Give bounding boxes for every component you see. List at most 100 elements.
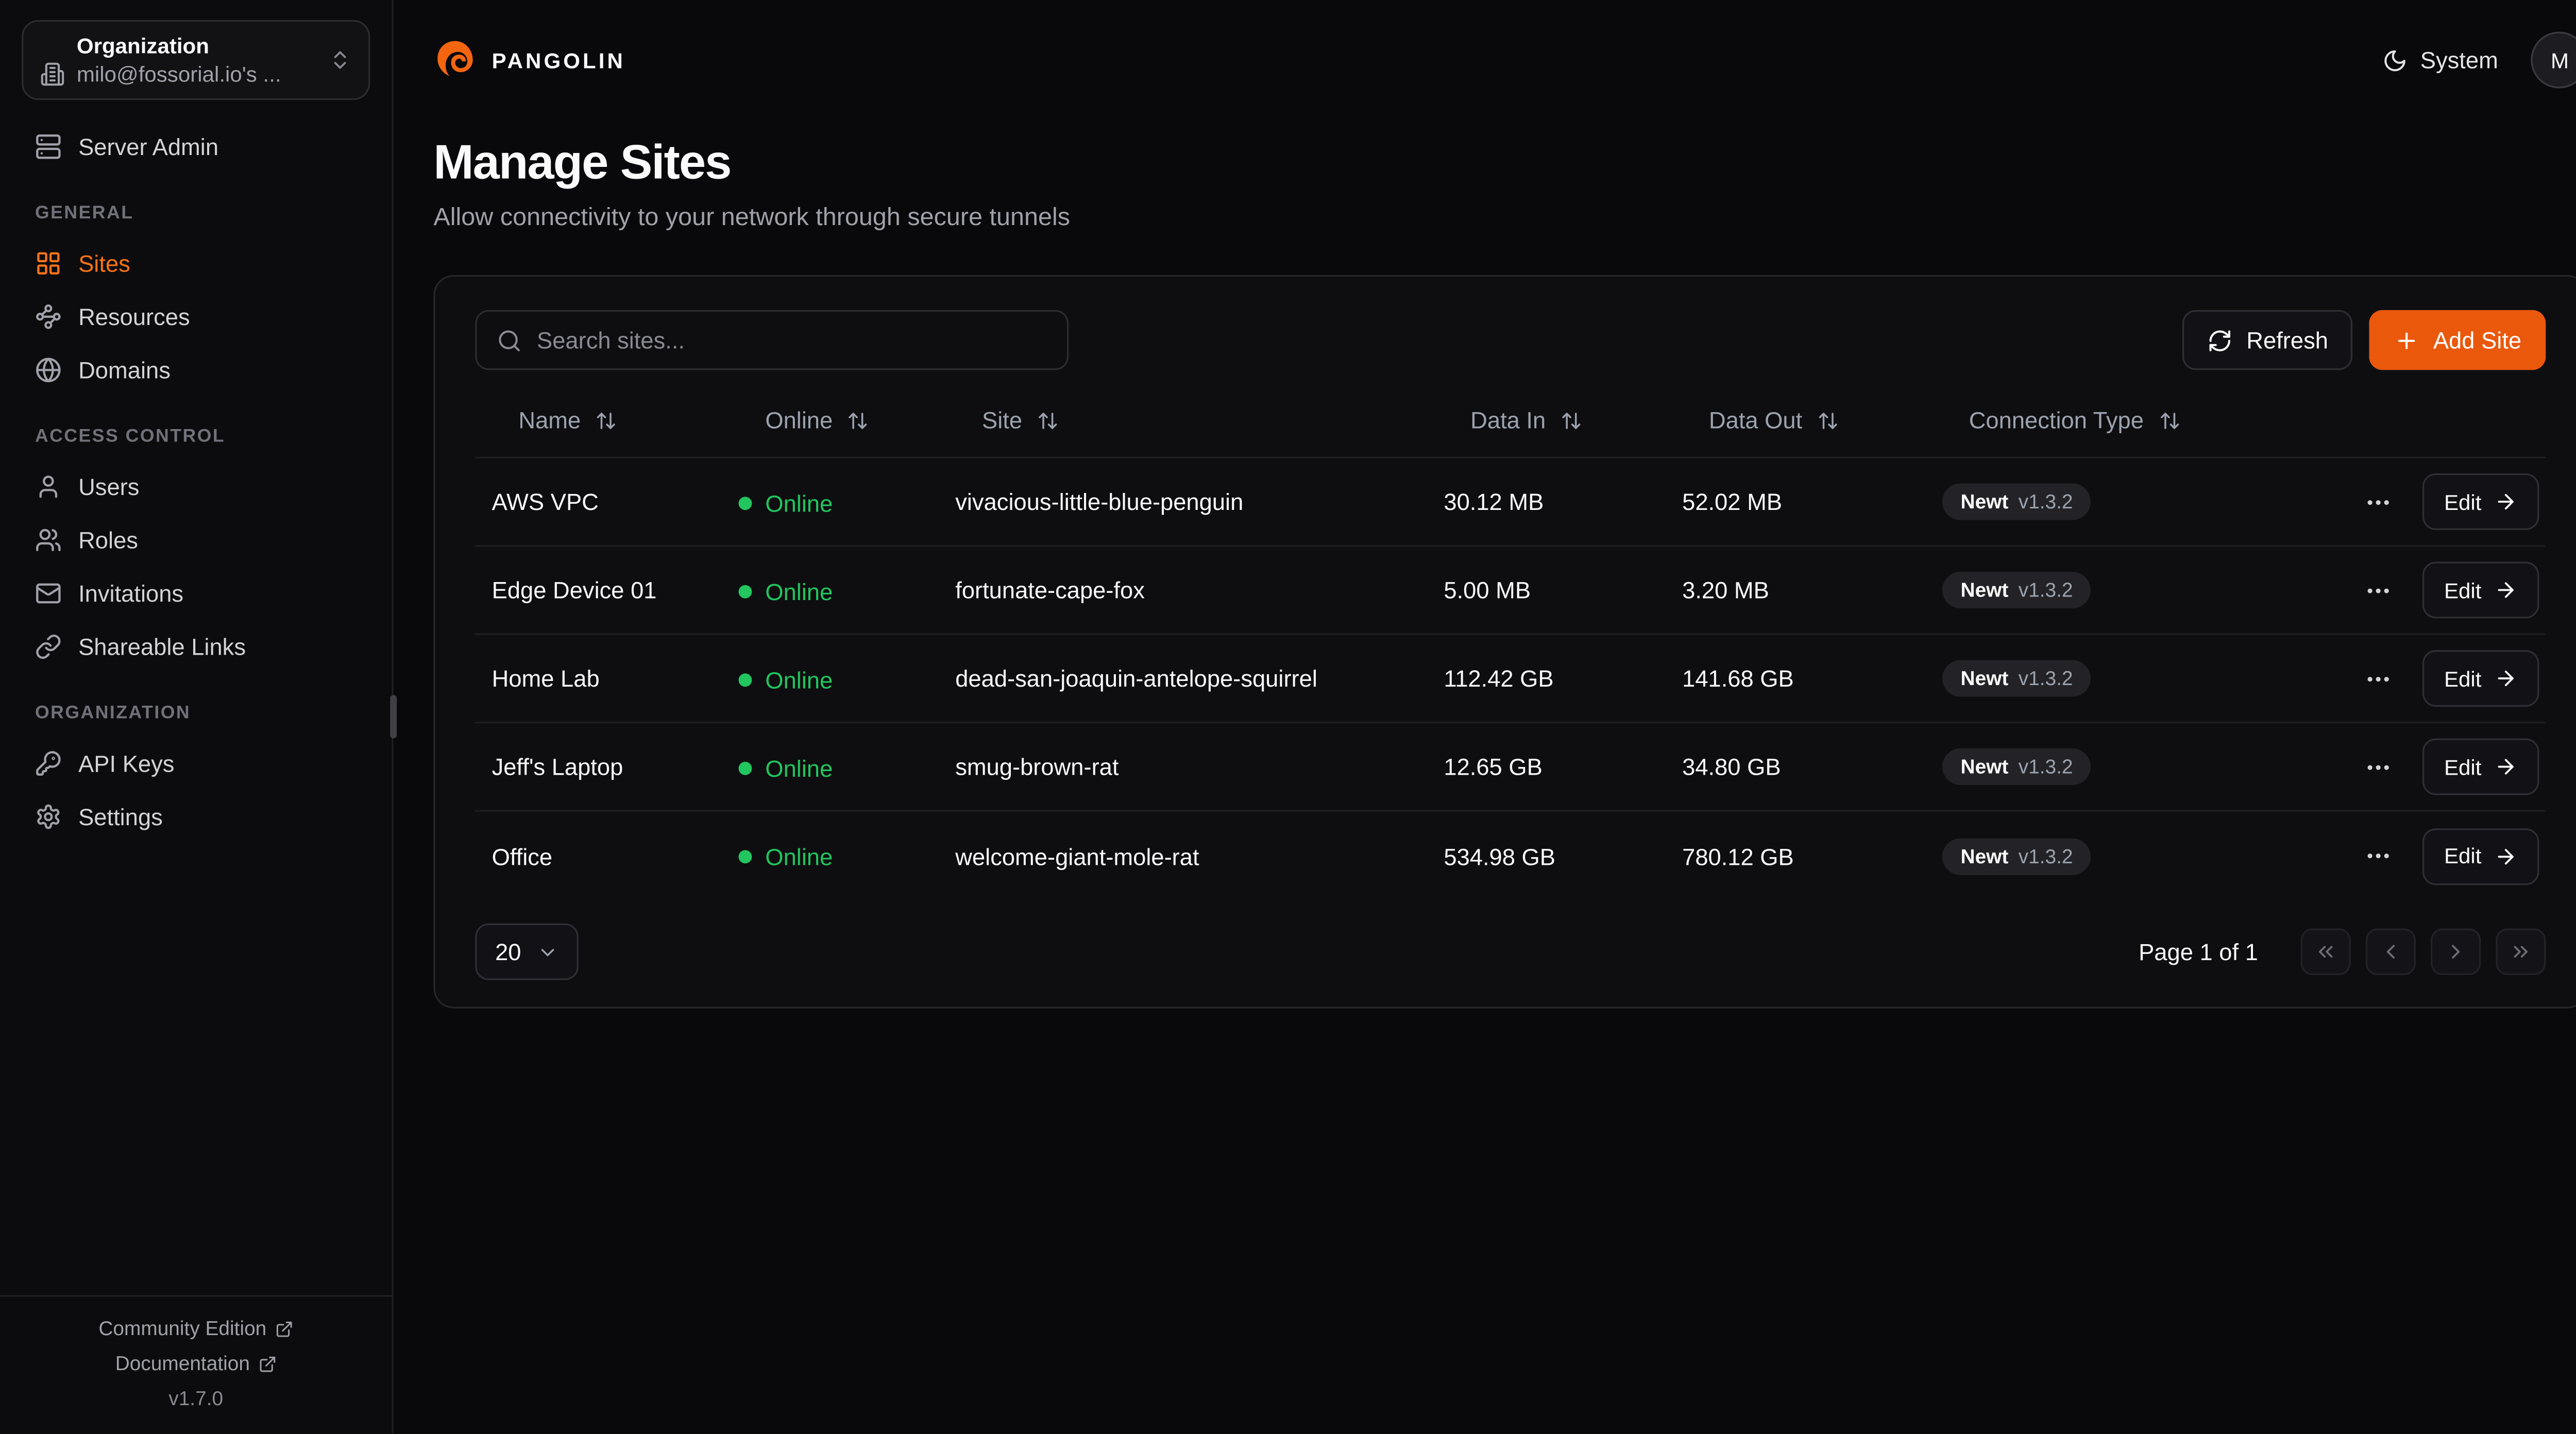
sidebar-item-shareable-links[interactable]: Shareable Links: [22, 620, 370, 674]
sidebar-item-label: Sites: [78, 250, 130, 277]
moon-icon: [2382, 47, 2407, 73]
table-body: AWS VPC Online vivacious-little-blue-pen…: [475, 458, 2547, 900]
row-menu-button[interactable]: [2361, 749, 2396, 784]
search-box: [475, 310, 1069, 370]
arrow-right-icon: [2498, 759, 2515, 775]
column-header-data-out[interactable]: Data Out: [1666, 400, 1926, 457]
search-input[interactable]: [536, 327, 1047, 354]
sidebar-item-invitations[interactable]: Invitations: [22, 567, 370, 620]
table-footer: 20 Page 1 of 1: [475, 923, 2547, 980]
arrow-right-icon: [2498, 848, 2515, 864]
connection-type-badge: Newt v1.3.2: [1942, 483, 2092, 520]
last-page-button[interactable]: [2496, 928, 2547, 976]
sort-icon: [1819, 412, 1837, 429]
column-header-connection-type[interactable]: Connection Type: [1926, 400, 2344, 457]
row-menu-button[interactable]: [2361, 484, 2396, 519]
page-size-select[interactable]: 20: [475, 923, 578, 980]
brand-name: PANGOLIN: [492, 47, 625, 73]
avatar-initial: M: [2551, 47, 2569, 73]
table-row: Home Lab Online dead-san-joaquin-antelop…: [475, 635, 2547, 724]
chevron-right-icon: [2452, 945, 2461, 959]
avatar[interactable]: M: [2531, 31, 2576, 89]
documentation-link[interactable]: Documentation: [115, 1352, 277, 1375]
add-site-button[interactable]: Add Site: [2369, 310, 2547, 370]
first-page-button[interactable]: [2301, 928, 2352, 976]
sidebar-item-sites[interactable]: Sites: [22, 237, 370, 291]
page-info: Page 1 of 1: [2139, 938, 2258, 965]
data-in-cell: 30.12 MB: [1444, 488, 1544, 515]
refresh-button[interactable]: Refresh: [2183, 310, 2353, 370]
edit-button[interactable]: Edit: [2422, 561, 2540, 619]
sidebar-item-settings[interactable]: Settings: [22, 790, 370, 844]
sidebar-item-label: Roles: [78, 526, 138, 554]
pager: Page 1 of 1: [2139, 928, 2547, 976]
sites-card: Refresh Add Site Name: [433, 275, 2576, 1009]
row-menu-button[interactable]: [2361, 573, 2396, 608]
edit-button[interactable]: Edit: [2422, 473, 2540, 531]
connection-type-version: v1.3.2: [2018, 755, 2073, 779]
site-name-cell: Edge Device 01: [492, 576, 657, 604]
previous-page-button[interactable]: [2366, 928, 2417, 976]
waypoints-icon: [35, 303, 62, 330]
data-out-cell: 3.20 MB: [1682, 576, 1769, 604]
theme-toggle[interactable]: System: [2382, 46, 2498, 74]
ellipsis-icon: [2367, 853, 2389, 859]
connection-type-version: v1.3.2: [2018, 667, 2073, 690]
sort-icon: [597, 412, 616, 429]
sidebar-item-users[interactable]: Users: [22, 460, 370, 514]
sidebar-item-label: Settings: [78, 803, 163, 830]
data-in-cell: 534.98 GB: [1444, 842, 1555, 869]
sidebar-item-resources[interactable]: Resources: [22, 290, 370, 344]
row-menu-button[interactable]: [2361, 661, 2396, 696]
online-status: Online: [738, 666, 833, 693]
add-site-label: Add Site: [2433, 327, 2522, 354]
connection-type-badge: Newt v1.3.2: [1942, 571, 2092, 609]
sidebar-footer: Community Edition Documentation v1.7.0: [0, 1295, 392, 1433]
pangolin-logo-icon: [433, 38, 477, 81]
site-id-cell: fortunate-cape-fox: [955, 576, 1145, 604]
section-title-general: GENERAL: [35, 203, 134, 224]
edit-button[interactable]: Edit: [2422, 738, 2540, 795]
chevron-down-icon: [536, 941, 558, 963]
row-menu-button[interactable]: [2361, 839, 2396, 874]
data-out-cell: 141.68 GB: [1682, 665, 1794, 692]
edit-label: Edit: [2444, 754, 2482, 779]
sidebar-item-roles[interactable]: Roles: [22, 514, 370, 567]
column-header-site[interactable]: Site: [939, 400, 1427, 457]
column-header-name[interactable]: Name: [475, 400, 722, 457]
sidebar: Organization milo@fossorial.io's ... Ser…: [0, 0, 397, 1433]
arrow-right-icon: [2498, 493, 2515, 510]
connection-type-badge: Newt v1.3.2: [1942, 660, 2092, 697]
sidebar-item-label: Server Admin: [78, 133, 219, 160]
key-icon: [35, 750, 62, 777]
online-dot-icon: [738, 496, 752, 509]
edit-button[interactable]: Edit: [2422, 827, 2540, 884]
sidebar-item-api-keys[interactable]: API Keys: [22, 737, 370, 790]
sidebar-resize-handle[interactable]: [390, 695, 397, 739]
sites-table: Name Online Site: [475, 400, 2547, 900]
app-version: v1.7.0: [168, 1387, 224, 1410]
online-dot-icon: [738, 850, 752, 864]
sidebar-item-server-admin[interactable]: Server Admin: [22, 120, 370, 174]
ellipsis-icon: [2367, 499, 2389, 504]
online-dot-icon: [738, 584, 752, 598]
column-header-online[interactable]: Online: [722, 400, 939, 457]
next-page-button[interactable]: [2431, 928, 2482, 976]
online-status-label: Online: [765, 577, 833, 605]
site-name-cell: AWS VPC: [492, 488, 599, 515]
sidebar-item-domains[interactable]: Domains: [22, 344, 370, 397]
org-switcher[interactable]: Organization milo@fossorial.io's ...: [22, 20, 370, 100]
connection-type-badge: Newt v1.3.2: [1942, 748, 2092, 786]
chevrons-left-icon: [2319, 946, 2333, 958]
connection-type-name: Newt: [1960, 667, 2009, 690]
theme-label: System: [2420, 46, 2498, 74]
connection-type-name: Newt: [1960, 755, 2009, 779]
column-header-data-in[interactable]: Data In: [1427, 400, 1666, 457]
link-icon: [35, 634, 62, 660]
data-in-cell: 5.00 MB: [1444, 576, 1531, 604]
sidebar-item-label: Resources: [78, 303, 190, 330]
community-edition-link[interactable]: Community Edition: [98, 1317, 293, 1340]
edit-button[interactable]: Edit: [2422, 650, 2540, 707]
page-title: Manage Sites: [433, 136, 732, 190]
